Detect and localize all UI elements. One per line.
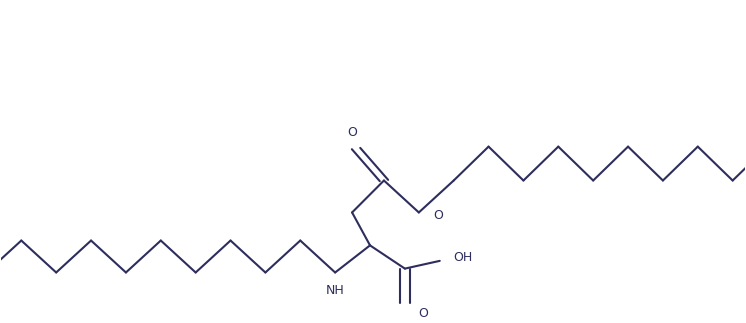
- Text: OH: OH: [453, 251, 472, 264]
- Text: NH: NH: [326, 284, 345, 297]
- Text: O: O: [348, 126, 357, 139]
- Text: O: O: [433, 209, 444, 222]
- Text: O: O: [419, 307, 428, 320]
